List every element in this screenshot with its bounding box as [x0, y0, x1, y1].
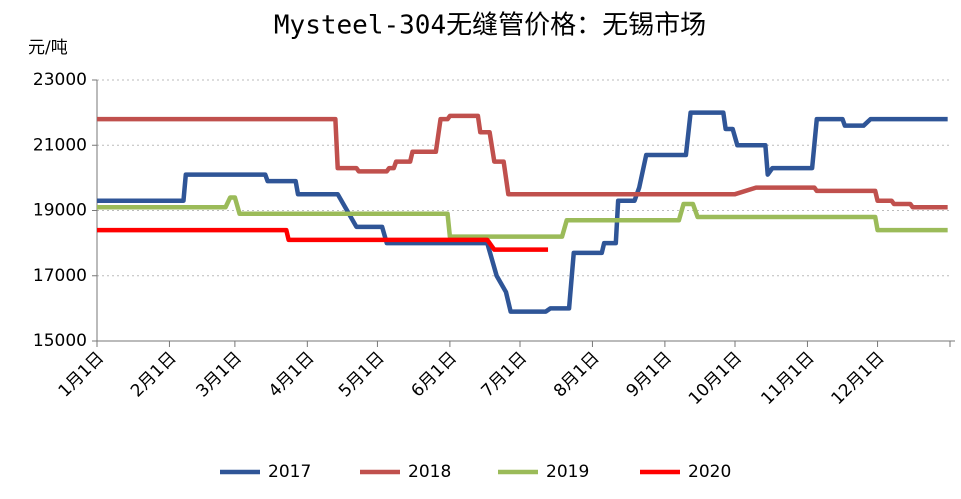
chart-title: Mysteel-304无缝管价格：无锡市场 — [274, 11, 706, 41]
x-tick-label: 5月1日 — [335, 348, 388, 401]
x-tick-label: 2月1日 — [127, 348, 180, 401]
y-tick-label: 17000 — [33, 266, 87, 286]
x-tick-label: 4月1日 — [265, 348, 318, 401]
x-tick-label: 6月1日 — [407, 348, 460, 401]
legend-label: 2018 — [408, 462, 451, 482]
legend-label: 2020 — [688, 462, 731, 482]
x-tick-label: 12月1日 — [827, 348, 888, 409]
y-tick-label: 23000 — [33, 70, 87, 90]
x-tick-label: 7月1日 — [478, 348, 531, 401]
x-tick-label: 3月1日 — [192, 348, 245, 401]
legend-label: 2019 — [546, 462, 589, 482]
x-tick-label: 10月1日 — [685, 348, 746, 409]
series-line — [97, 113, 948, 210]
y-tick-label: 19000 — [33, 201, 87, 221]
series-line — [97, 110, 948, 314]
legend-label: 2017 — [268, 462, 311, 482]
y-tick-label: 21000 — [33, 135, 87, 155]
y-tick-label: 15000 — [33, 331, 87, 351]
x-tick-label: 11月1日 — [757, 348, 818, 409]
x-tick-label: 1月1日 — [55, 348, 108, 401]
x-tick-label: 9月1日 — [622, 348, 675, 401]
x-tick-label: 8月1日 — [550, 348, 603, 401]
y-axis-label: 元/吨 — [28, 38, 68, 58]
series-line — [97, 227, 549, 252]
series-line — [97, 195, 948, 239]
